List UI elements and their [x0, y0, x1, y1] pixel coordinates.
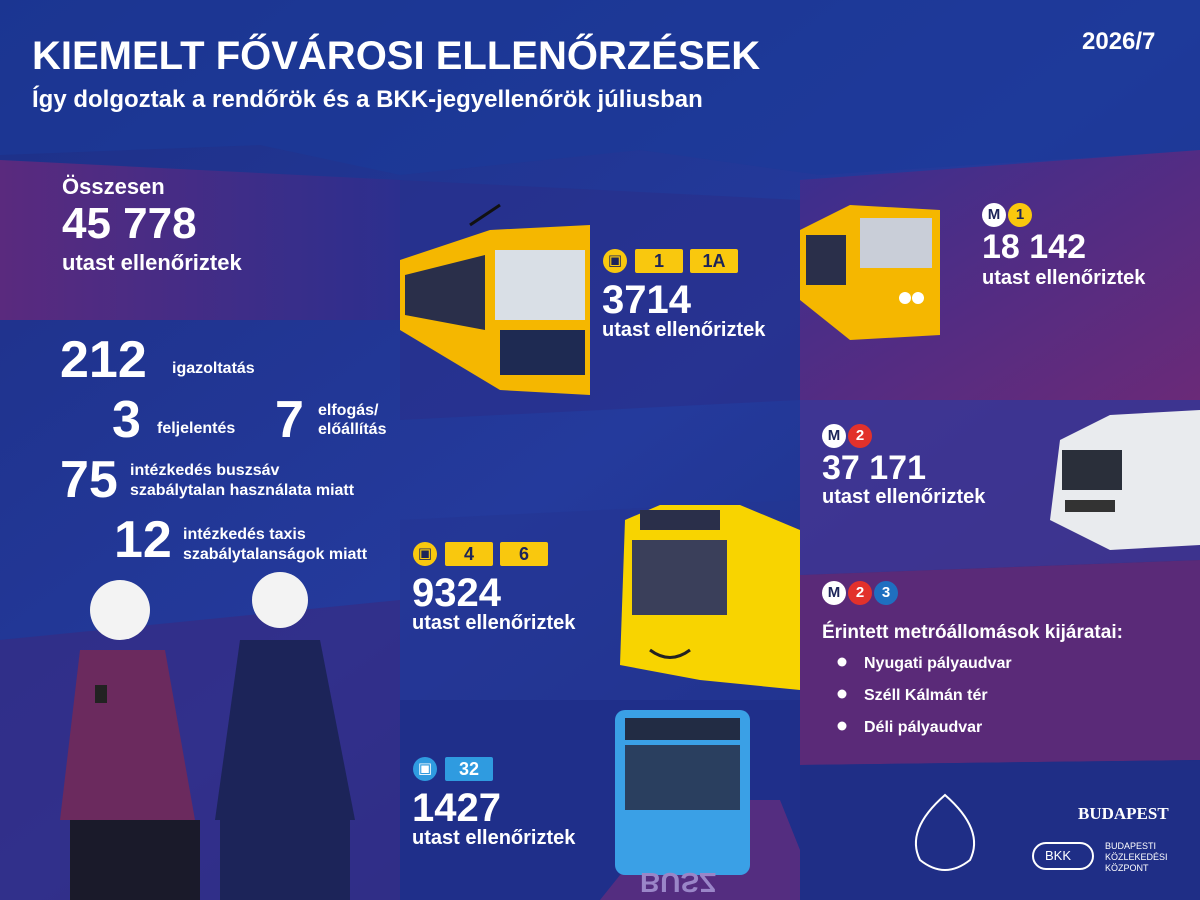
line-text: utast ellenőriztek: [412, 612, 576, 634]
station: Széll Kálmán tér: [864, 687, 988, 704]
metro-1-illustration: [800, 205, 940, 340]
bkk-logo-frame: [1032, 842, 1094, 870]
stat-number: 12: [114, 511, 172, 569]
tram-icon: ▣: [413, 542, 437, 566]
stat-number: 212: [60, 331, 147, 389]
bullet: [837, 721, 847, 731]
stat-label: feljelentés: [157, 420, 236, 437]
tram-46-illustration: [620, 505, 800, 690]
budapest-logo: BUDAPEST: [1078, 804, 1169, 823]
route-badge: 3: [874, 581, 898, 605]
exits-heading: Érintett metróállomások kijáratai:: [822, 622, 1123, 643]
header-band: [0, 0, 1200, 175]
station: Déli pályaudvar: [864, 719, 983, 736]
route-badge: 6: [500, 542, 548, 566]
line-number: 9324: [412, 571, 501, 615]
police-emblem: [914, 793, 976, 871]
stat-label: szabálytalanságok miatt: [183, 546, 368, 563]
bus-illustration: [615, 710, 750, 875]
metro-icon: M: [822, 581, 846, 605]
bullet: [837, 657, 847, 667]
line-number: 3714: [602, 278, 691, 322]
people-illustration: [60, 572, 355, 900]
total-text: utast ellenőriztek: [62, 250, 242, 275]
stat-label: szabálytalan használata miatt: [130, 482, 355, 499]
subtitle: Így dolgoztak a rendőrök és a BKK-jegyel…: [32, 86, 703, 113]
route-badge: 2: [848, 424, 872, 448]
stat-number: 75: [60, 451, 118, 509]
stat-number: 3: [112, 391, 141, 449]
line-text: utast ellenőriztek: [822, 486, 986, 508]
line-number: 37 171: [822, 449, 926, 487]
total-number: 45 778: [62, 199, 197, 248]
route-badge: 32: [445, 757, 493, 781]
stat-label: igazoltatás: [172, 360, 255, 377]
line-text: utast ellenőriztek: [412, 827, 576, 849]
total-panel: [0, 160, 400, 320]
route-badge: 1: [1008, 203, 1032, 227]
stat-label: intézkedés taxis: [183, 526, 306, 543]
route-badge: 1: [635, 249, 683, 273]
route-badge: 1A: [690, 249, 738, 273]
line-number: 1427: [412, 786, 501, 830]
stat-label: előállítás: [318, 421, 387, 438]
tram-icon: ▣: [603, 249, 627, 273]
title: KIEMELT FŐVÁROSI ELLENŐRZÉSEK: [32, 34, 761, 78]
stat-number: 7: [275, 391, 304, 449]
line-text: utast ellenőriztek: [602, 319, 766, 341]
metro-2-illustration: [1050, 410, 1200, 550]
road-marking: BUSZ: [640, 867, 717, 898]
route-badge: 4: [445, 542, 493, 566]
bkk-name: KÖZLEKEDÉSI: [1105, 852, 1168, 862]
bus-icon: ▣: [413, 757, 437, 781]
exits-panel: [800, 560, 1200, 765]
line-text: utast ellenőriztek: [982, 267, 1146, 289]
total-label: Összesen: [62, 174, 165, 199]
bkk-logo: BKK: [1045, 848, 1072, 863]
bullet: [837, 689, 847, 699]
metro-icon: M: [822, 424, 846, 448]
issue: 2026/7: [1082, 28, 1156, 55]
logo-panel: [800, 760, 1200, 900]
bkk-name: KÖZPONT: [1105, 863, 1149, 873]
stat-label: elfogás/: [318, 402, 379, 419]
route-badge: 2: [848, 581, 872, 605]
tram-1-illustration: [400, 203, 590, 395]
bkk-name: BUDAPESTI: [1105, 841, 1157, 851]
stat-label: intézkedés buszsáv: [130, 462, 280, 479]
metro-icon: M: [982, 203, 1006, 227]
line-number: 18 142: [982, 228, 1086, 266]
station: Nyugati pályaudvar: [864, 655, 1012, 672]
